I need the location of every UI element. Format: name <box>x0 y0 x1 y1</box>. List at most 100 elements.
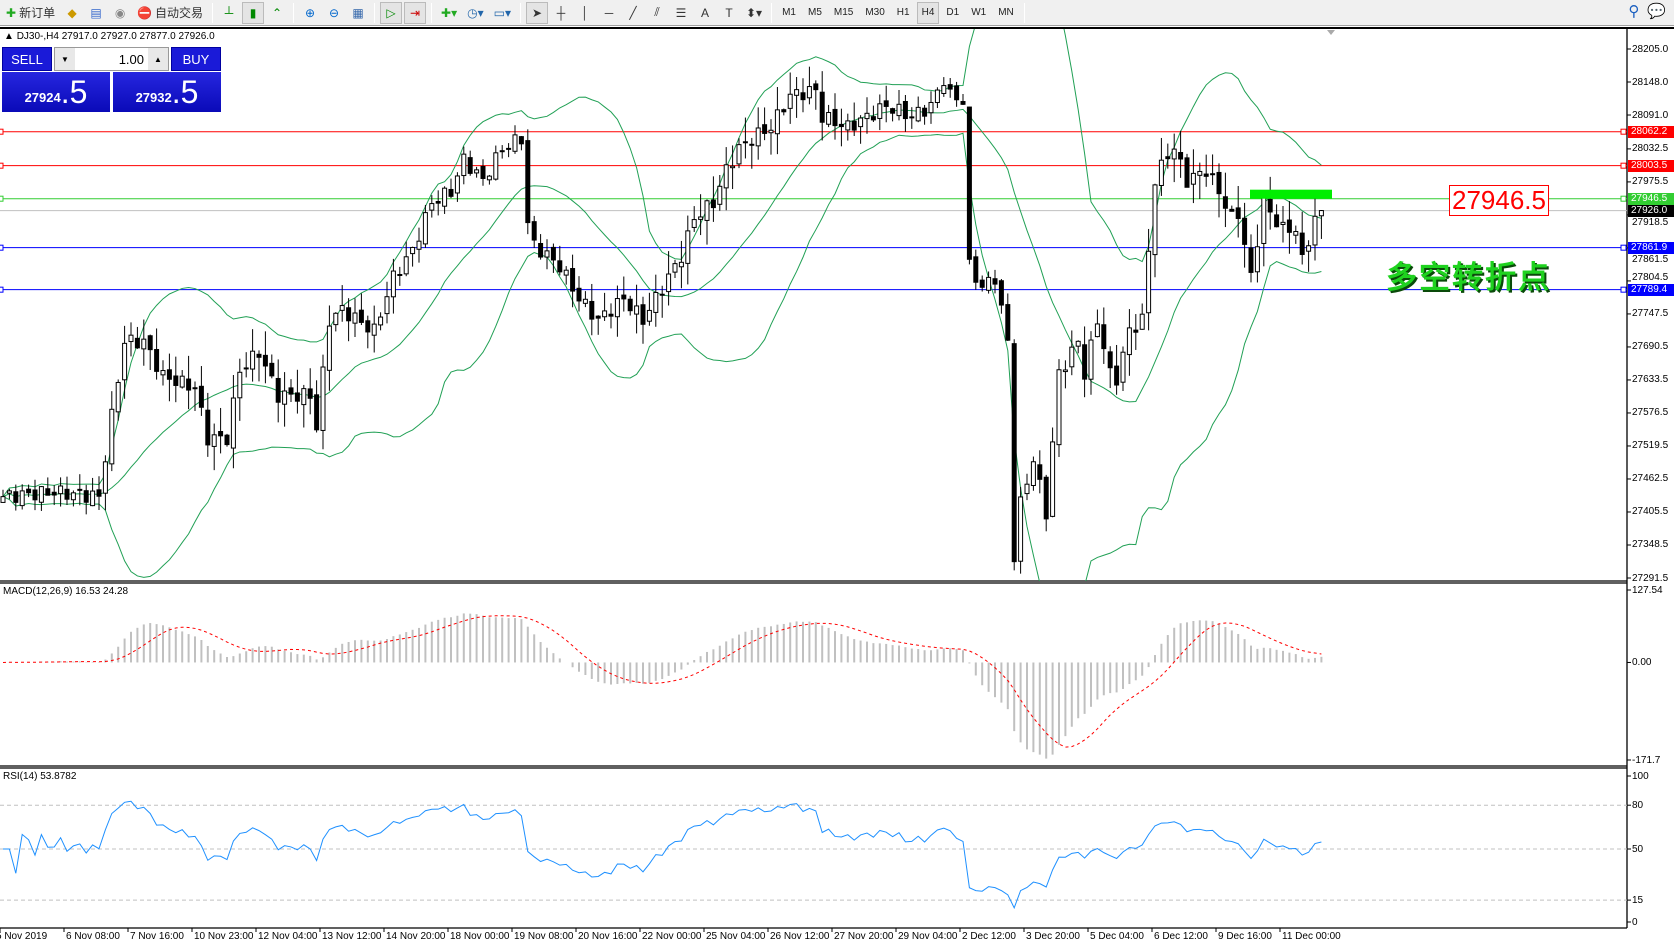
bullish-candle <box>928 101 934 114</box>
bearish-candle <box>1267 198 1273 213</box>
bullish-candle <box>115 381 121 413</box>
tile-windows-icon[interactable]: ▦ <box>352 5 364 20</box>
timeframe-h4[interactable]: H4 <box>916 1 940 24</box>
lot-size-input[interactable]: 1.00 <box>118 51 144 67</box>
bearish-candle <box>870 116 876 121</box>
indicators-icon[interactable]: ✚▾ <box>441 5 458 20</box>
bearish-candle <box>288 387 294 395</box>
macd-label: MACD(12,26,9) 16.53 24.28 <box>3 586 129 597</box>
text-icon[interactable]: A <box>700 5 709 20</box>
decrease-lots-icon[interactable]: ▼ <box>55 48 75 70</box>
price-annotation-label[interactable]: 27946.5 <box>1449 185 1549 216</box>
level-handle <box>0 244 4 251</box>
cursor-icon[interactable]: ➤ <box>526 1 548 24</box>
horizontal-line-icon[interactable]: ─ <box>604 5 614 20</box>
bullish-candle <box>1280 221 1286 225</box>
chat-icon[interactable]: 💬 <box>1647 3 1666 20</box>
chart-window[interactable] <box>0 27 1674 950</box>
bearish-candle <box>1043 476 1049 520</box>
level-handle <box>1620 162 1627 169</box>
candlestick-chart-icon[interactable]: ▮ <box>242 1 265 24</box>
bullish-candle <box>102 461 108 494</box>
auto-trading-button[interactable]: ⛔ 自动交易 <box>133 2 207 24</box>
bullish-candle <box>698 216 704 220</box>
bullish-candle <box>1088 339 1094 380</box>
bid-price-fraction: .5 <box>60 74 88 110</box>
bar-chart-icon[interactable]: ┴ <box>224 5 234 20</box>
signals-icon[interactable]: ◉ <box>114 5 126 20</box>
timeframe-m30[interactable]: M30 <box>865 7 885 18</box>
arrows-icon[interactable]: ⬍▾ <box>746 5 763 20</box>
bearish-candle <box>979 279 985 288</box>
bearish-candle <box>13 491 19 503</box>
chart-shift-icon <box>1327 30 1335 35</box>
bearish-candle <box>550 246 556 261</box>
bullish-candle <box>109 408 115 465</box>
zoom-in-icon[interactable]: ⊕ <box>305 5 316 20</box>
separator <box>374 2 376 23</box>
text-label-icon[interactable]: T <box>725 5 733 20</box>
increase-lots-icon[interactable]: ▲ <box>148 48 168 70</box>
bullish-candle <box>768 129 774 134</box>
timeframe-d1[interactable]: D1 <box>946 7 960 18</box>
periods-icon[interactable]: ◷▾ <box>467 5 484 20</box>
buy-price-button[interactable]: 27932.5 <box>113 72 221 112</box>
toolbar: ✚ 新订单 ◆ ▤ ◉ ⛔ 自动交易 ┴ ▮ ⌃ ⊕ ⊖ ▦ ▷ ⇥ ✚▾ ◷▾ ▭… <box>0 0 1674 26</box>
bullish-candle <box>723 164 729 189</box>
buy-button[interactable]: BUY <box>171 47 221 71</box>
level-handle <box>0 286 4 293</box>
timeframe-h1[interactable]: H1 <box>896 7 910 18</box>
sell-button[interactable]: SELL <box>2 47 52 71</box>
search-icon[interactable]: ⚲ <box>1628 3 1640 20</box>
bullish-candle <box>614 298 620 318</box>
bullish-candle <box>512 134 518 152</box>
bearish-candle <box>1178 152 1184 160</box>
timeframe-mn[interactable]: MN <box>998 7 1014 18</box>
bearish-candle <box>1082 344 1088 380</box>
bullish-candle <box>410 246 416 255</box>
price-axis-label: 27690.5 <box>1632 341 1669 353</box>
time-axis-label: 14 Nov 20:00 <box>386 931 446 942</box>
price-axis-label: 27804.5 <box>1632 272 1669 284</box>
bearish-candle <box>198 385 204 408</box>
bullish-candle <box>1171 148 1177 160</box>
bearish-candle <box>26 488 32 494</box>
bullish-candle <box>390 270 396 298</box>
timeframe-m15[interactable]: M15 <box>833 7 854 18</box>
bearish-candle <box>166 369 172 380</box>
bullish-candle <box>230 397 236 449</box>
bearish-candle <box>499 150 505 153</box>
bearish-candle <box>1222 196 1228 209</box>
timeframe-m1[interactable]: M1 <box>782 7 796 18</box>
pivot-annotation-text[interactable]: 多空转折点 <box>1386 260 1551 296</box>
bullish-candle <box>461 153 467 177</box>
market-watch-icon[interactable]: ▤ <box>90 5 102 20</box>
autoscroll-icon[interactable]: ▷ <box>380 1 403 24</box>
timeframe-m5[interactable]: M5 <box>807 7 822 18</box>
bearish-candle <box>314 394 320 431</box>
time-axis-label: 29 Nov 04:00 <box>898 931 958 942</box>
crosshair-icon[interactable]: ┼ <box>556 5 566 20</box>
bearish-candle <box>710 199 716 209</box>
timeframe-w1[interactable]: W1 <box>971 7 987 18</box>
new-order-button[interactable]: ✚ 新订单 <box>2 2 59 24</box>
lot-size-stepper[interactable]: ▼ 1.00 ▲ <box>54 47 169 71</box>
equidistant-channel-icon[interactable]: ⫽ <box>654 5 660 19</box>
ask-price-fraction: .5 <box>171 74 199 110</box>
bullish-candle <box>352 312 358 324</box>
fibonacci-icon[interactable]: ☰ <box>675 5 687 20</box>
chart-shift-icon[interactable]: ⇥ <box>404 1 427 24</box>
bullish-candle <box>986 276 992 291</box>
line-chart-icon[interactable]: ⌃ <box>272 5 283 20</box>
bearish-candle <box>762 124 768 134</box>
trendline-icon[interactable]: ╱ <box>629 5 637 20</box>
time-axis-label: 27 Nov 20:00 <box>834 931 894 942</box>
bearish-candle <box>397 273 403 276</box>
sell-price-button[interactable]: 27924.5 <box>2 72 110 112</box>
bullish-candle <box>320 366 326 431</box>
vertical-line-icon[interactable]: │ <box>581 5 589 20</box>
zoom-out-icon[interactable]: ⊖ <box>329 5 340 20</box>
templates-icon[interactable]: ▭▾ <box>493 5 511 20</box>
expert-advisors-icon[interactable]: ◆ <box>67 5 77 20</box>
